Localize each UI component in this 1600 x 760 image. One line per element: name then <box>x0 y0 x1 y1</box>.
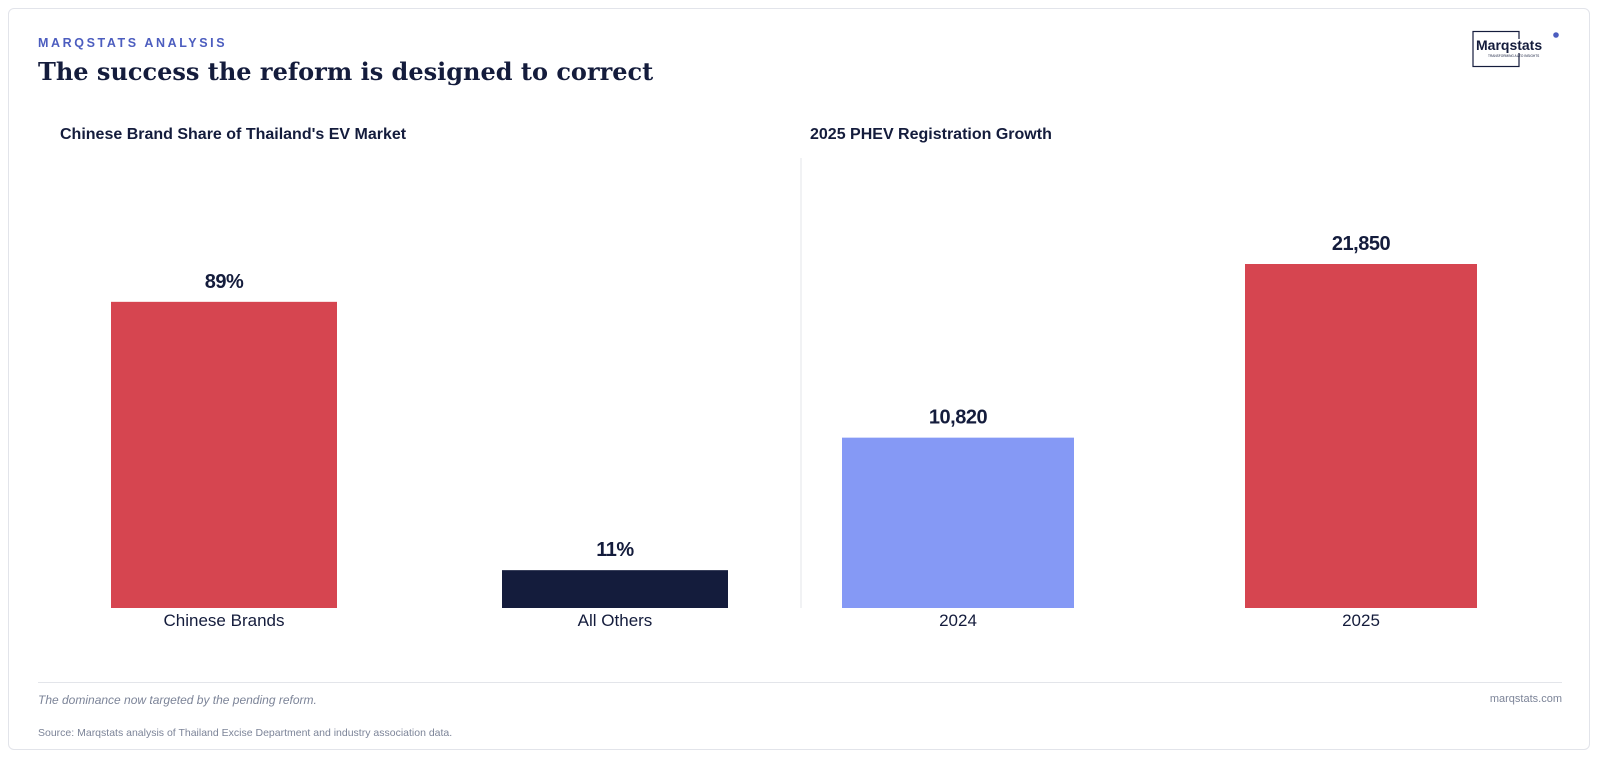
data-label-chinese-brands: 89% <box>205 271 244 293</box>
marqstats-logo: Marqstats TRANSFORMING AUTO INSIGHTS <box>1472 30 1560 68</box>
data-label-2025: 21,850 <box>1332 233 1391 255</box>
svg-text:TRANSFORMING AUTO INSIGHTS: TRANSFORMING AUTO INSIGHTS <box>1488 54 1539 58</box>
bar-2024 <box>842 437 1074 608</box>
bar-2025 <box>1245 264 1477 608</box>
page-title: The success the reform is designed to co… <box>38 57 654 86</box>
category-label-chinese-brands: Chinese Brands <box>164 611 285 630</box>
category-label-2024: 2024 <box>939 611 977 630</box>
category-label-all-others: All Others <box>578 611 653 630</box>
kicker-label: MARQSTATS ANALYSIS <box>38 36 228 50</box>
bar-chinese-brands <box>111 301 337 608</box>
category-label-2025: 2025 <box>1342 611 1380 630</box>
svg-text:Marqstats: Marqstats <box>1476 37 1542 53</box>
chart-title-phev-growth: 2025 PHEV Registration Growth <box>810 126 1052 143</box>
footer-site-link[interactable]: marqstats.com <box>1489 693 1562 705</box>
data-label-2024: 10,820 <box>929 407 988 429</box>
data-label-all-others: 11% <box>596 539 634 561</box>
footer-caption: The dominance now targeted by the pendin… <box>38 693 317 707</box>
footer-divider <box>38 682 1562 683</box>
source-note: Source: Marqstats analysis of Thailand E… <box>38 727 453 739</box>
bar-all-others <box>502 570 728 608</box>
chart-title-ev-share: Chinese Brand Share of Thailand's EV Mar… <box>60 126 407 143</box>
